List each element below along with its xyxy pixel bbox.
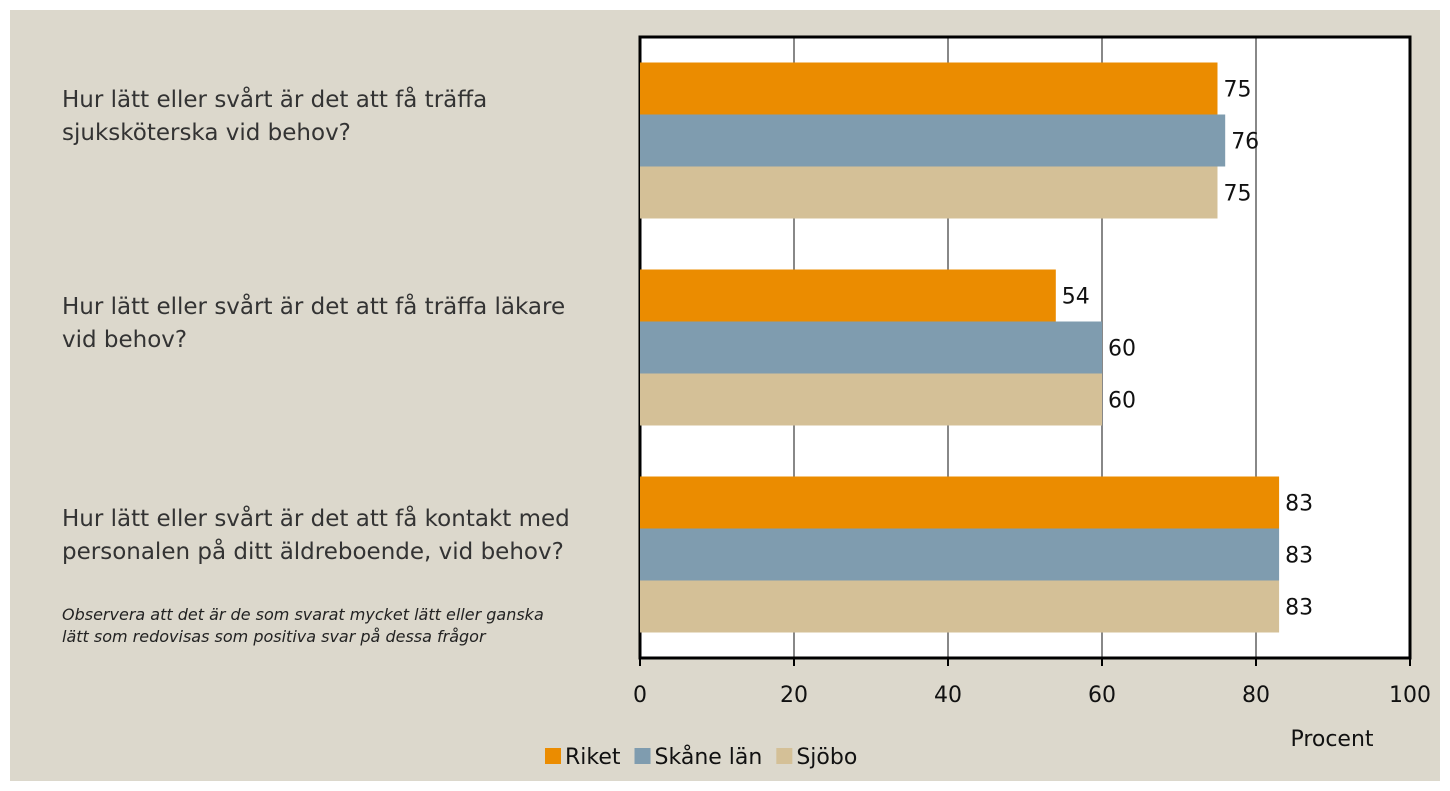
data-label: 83 xyxy=(1285,596,1313,621)
annotation: Observera att det är de som svarat mycke… xyxy=(62,605,544,646)
bar xyxy=(640,321,1102,374)
bar xyxy=(640,62,1218,115)
bar xyxy=(640,269,1056,322)
legend-label: Skåne län xyxy=(655,744,763,770)
data-label: 54 xyxy=(1062,285,1090,310)
bar xyxy=(640,373,1102,426)
bar xyxy=(640,528,1280,581)
category-label: Hur lätt eller svårt är det att få konta… xyxy=(62,506,570,565)
data-label: 75 xyxy=(1224,182,1252,207)
data-label: 60 xyxy=(1108,337,1136,362)
category-label: Hur lätt eller svårt är det att få träff… xyxy=(62,87,488,146)
data-label: 60 xyxy=(1108,389,1136,414)
data-label: 75 xyxy=(1224,78,1252,103)
data-label: 83 xyxy=(1285,492,1313,517)
bar xyxy=(640,580,1280,633)
legend-swatch xyxy=(545,748,561,764)
legend-label: Sjöbo xyxy=(796,745,857,770)
x-tick-label: 60 xyxy=(1088,683,1116,708)
x-axis-label: Procent xyxy=(1290,727,1373,752)
x-tick-label: 100 xyxy=(1389,683,1431,708)
legend-swatch xyxy=(634,748,651,764)
x-tick-label: 0 xyxy=(633,683,647,708)
x-tick-label: 20 xyxy=(780,683,808,708)
data-label: 83 xyxy=(1285,544,1313,569)
legend-label: Riket xyxy=(565,745,621,770)
legend-swatch xyxy=(776,748,793,764)
bar xyxy=(640,114,1226,167)
bar xyxy=(640,166,1218,219)
bar xyxy=(640,476,1280,529)
x-tick-label: 80 xyxy=(1242,683,1270,708)
x-tick-label: 40 xyxy=(934,683,962,708)
data-label: 76 xyxy=(1231,130,1259,155)
category-label: Hur lätt eller svårt är det att få träff… xyxy=(62,294,566,353)
